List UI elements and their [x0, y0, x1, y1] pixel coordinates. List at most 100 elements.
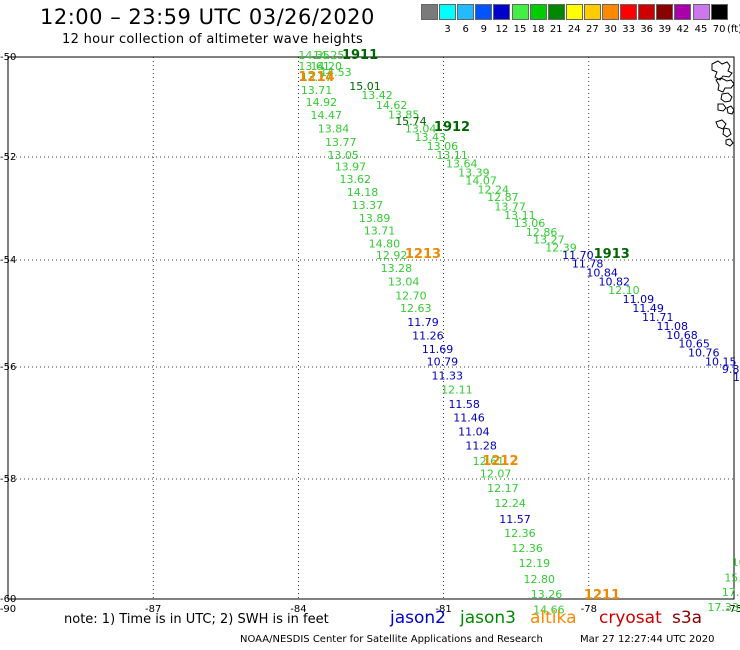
- coastline-islands: [711, 60, 735, 147]
- lon-tick-label: -75: [726, 604, 740, 615]
- lon-tick-label: -84: [290, 604, 306, 615]
- lat-tick-label: -52: [0, 152, 16, 163]
- swh-label: 14.07: [465, 175, 497, 188]
- pass-number-label: 1912: [434, 120, 470, 135]
- legend-swatch: [511, 4, 529, 20]
- legend-jason2: jason2: [390, 608, 446, 628]
- legend-swatch: [674, 4, 692, 20]
- lon-tick-label: -90: [0, 604, 16, 615]
- swh-label: 12.61: [473, 455, 505, 468]
- legend-swatch: [565, 4, 583, 20]
- swh-label: 13.77: [325, 136, 357, 149]
- swh-label: 10.82: [598, 275, 630, 288]
- legend-altika: altika: [530, 608, 577, 628]
- lon-tick-label: -78: [581, 604, 597, 615]
- map-subtitle: 12 hour collection of altimeter wave hei…: [62, 32, 364, 47]
- swh-label: 12.19: [519, 557, 551, 570]
- legend-swatch-label: 9: [480, 24, 487, 35]
- wave-height-labels: 14.3514.2513.6114.2014.5315.0113.4214.62…: [298, 48, 740, 616]
- swh-label: 13.04: [388, 275, 420, 288]
- legend-swatch: [710, 4, 728, 20]
- swh-label: 11.58: [448, 398, 480, 411]
- swh-label: 11.57: [499, 513, 531, 526]
- swh-label: 14.20: [311, 60, 343, 73]
- swh-label: 16: [732, 556, 740, 569]
- swh-label: 15.01: [349, 80, 381, 93]
- pass-number-label: 1211: [584, 588, 620, 603]
- swh-label: 13.89: [359, 212, 391, 225]
- swh-label: 12.17: [487, 482, 519, 495]
- swh-label: 13.85: [388, 109, 420, 122]
- swh-label: 12.11: [441, 384, 473, 397]
- swh-label: 14.92: [306, 96, 338, 109]
- swh-label: 13.11: [436, 149, 468, 162]
- swh-label: 17.33: [707, 601, 739, 614]
- swh-label: 14.62: [376, 99, 408, 112]
- swh-label: 11.69: [422, 343, 454, 356]
- swh-label: 14.35: [298, 49, 330, 62]
- legend-swatch-label: 6: [462, 24, 469, 35]
- swh-label: 17.44: [722, 586, 740, 599]
- generated-timestamp: Mar 27 12:27:44 UTC 2020: [580, 634, 715, 645]
- legend-swatch: [547, 4, 565, 20]
- legend-swatch-label: 18: [531, 24, 545, 35]
- swh-label: 13.37: [352, 199, 384, 212]
- legend-swatch: [602, 4, 619, 20]
- legend-swatch: [421, 4, 438, 20]
- swh-label: 13.26: [531, 588, 563, 601]
- swh-label: 11.78: [572, 257, 604, 270]
- swh-label: 14.25: [313, 49, 345, 62]
- swh-label: 13.39: [458, 166, 490, 179]
- lon-tick-label: -87: [145, 604, 161, 615]
- footer-note: note: 1) Time is in UTC; 2) SWH is in fe…: [64, 612, 329, 627]
- swh-label: 10.84: [586, 266, 618, 279]
- swh-label: 13.77: [301, 71, 333, 84]
- legend-swatch-label: 36: [640, 24, 654, 35]
- legend-swatch: [620, 4, 638, 20]
- lat-tick-label: -54: [0, 255, 16, 266]
- swh-label: 12.39: [545, 242, 577, 255]
- pass-number-label: 1913: [594, 247, 630, 262]
- pass-number-label: 1911: [342, 48, 378, 63]
- swh-label: 11.33: [432, 370, 464, 383]
- legend-swatch: [529, 4, 547, 20]
- swh-label: 12.87: [487, 191, 519, 204]
- swh-label: 10.15: [705, 356, 737, 369]
- legend-cryosat: cryosat: [599, 608, 662, 628]
- swh-label: 13.04: [405, 123, 437, 136]
- legend-swatch-label: 24: [567, 24, 581, 35]
- swh-label: 11.09: [623, 293, 655, 306]
- lat-lon-grid: -90 -87 -84 -81 -78 -75 -50 -52 -54 -56 -58 -60: [0, 52, 740, 615]
- swh-label: 13.27: [533, 233, 565, 246]
- legend-swatch: [475, 4, 493, 20]
- swh-label: 10.76: [688, 347, 720, 360]
- legend-s3a: s3a: [672, 608, 703, 628]
- legend-swatch-label: 33: [622, 24, 635, 35]
- legend-swatch: [493, 4, 511, 20]
- swh-label: 13.64: [446, 158, 478, 171]
- swh-label: 11.70: [562, 249, 594, 262]
- swh-label: 12.10: [608, 284, 640, 297]
- swh-label: 12.92: [376, 249, 408, 262]
- swh-label: 14.53: [320, 66, 352, 79]
- swh-label: 13.05: [327, 149, 359, 162]
- legend-swatch-label: 30: [604, 24, 617, 35]
- swh-label: 11.49: [632, 302, 664, 315]
- swh-label: 13.11: [504, 209, 535, 222]
- swh-label: 11.28: [465, 440, 497, 453]
- lat-tick-label: -58: [0, 474, 16, 485]
- swh-label: 11.46: [453, 412, 485, 425]
- swh-label: 11.71: [642, 311, 674, 324]
- swh-label: 12.86: [526, 226, 558, 239]
- legend-jason3: jason3: [460, 608, 516, 628]
- swh-label: 11.08: [657, 320, 689, 333]
- lat-tick-label: -56: [0, 362, 16, 373]
- swh-label: 14.18: [347, 186, 379, 199]
- lat-tick-label: -60: [0, 594, 16, 605]
- legend-swatch: [583, 4, 601, 20]
- lat-tick-label: -50: [0, 52, 16, 63]
- legend-unit-label: (ft): [727, 24, 740, 35]
- swh-label: 13.77: [494, 200, 526, 213]
- swh-label: 9.80: [722, 363, 740, 376]
